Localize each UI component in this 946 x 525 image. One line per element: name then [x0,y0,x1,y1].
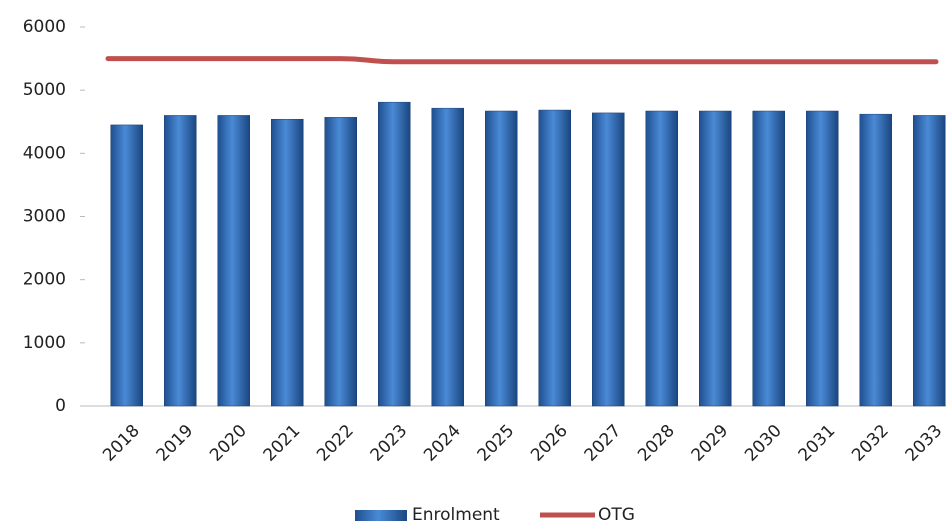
x-tick-label: 2020 [206,421,251,466]
x-tick-label: 2018 [99,421,144,466]
bar [752,110,785,407]
bar [859,113,892,407]
legend-swatch [355,510,407,521]
y-tick-label: 6000 [23,17,66,37]
x-tick-label: 2022 [313,421,358,466]
y-tick-label: 5000 [23,80,66,100]
legend-label: OTG [598,505,635,525]
bar [699,110,732,407]
bar [271,118,304,407]
bar [110,124,143,407]
y-tick-label: 4000 [23,143,66,163]
x-tick-label: 2027 [581,421,626,466]
x-tick-label: 2029 [688,421,733,466]
x-tick-label: 2019 [153,421,198,466]
bar [592,112,625,407]
x-tick-label: 2021 [260,421,305,466]
y-tick-label: 2000 [23,270,66,290]
x-tick-label: 2032 [848,421,893,466]
bar [164,115,197,407]
y-tick-label: 1000 [23,333,66,353]
bar [538,109,571,407]
x-tick-label: 2033 [902,421,946,466]
bar [645,110,678,407]
x-tick-label: 2025 [474,421,519,466]
x-tick-label: 2023 [367,421,412,466]
x-tick-label: 2026 [527,421,572,466]
bar [217,115,250,407]
x-tick-label: 2031 [795,421,840,466]
y-tick-label: 0 [55,396,66,416]
x-tick-label: 2024 [420,421,465,466]
bar [431,107,464,407]
bar [378,101,411,407]
legend-label: Enrolment [412,505,500,525]
line [105,56,939,65]
bar [324,117,357,407]
y-tick-label: 3000 [23,207,66,227]
bar [485,110,518,407]
bar [913,115,946,407]
x-tick-label: 2028 [634,421,679,466]
bar [806,110,839,407]
x-tick-label: 2030 [741,421,786,466]
